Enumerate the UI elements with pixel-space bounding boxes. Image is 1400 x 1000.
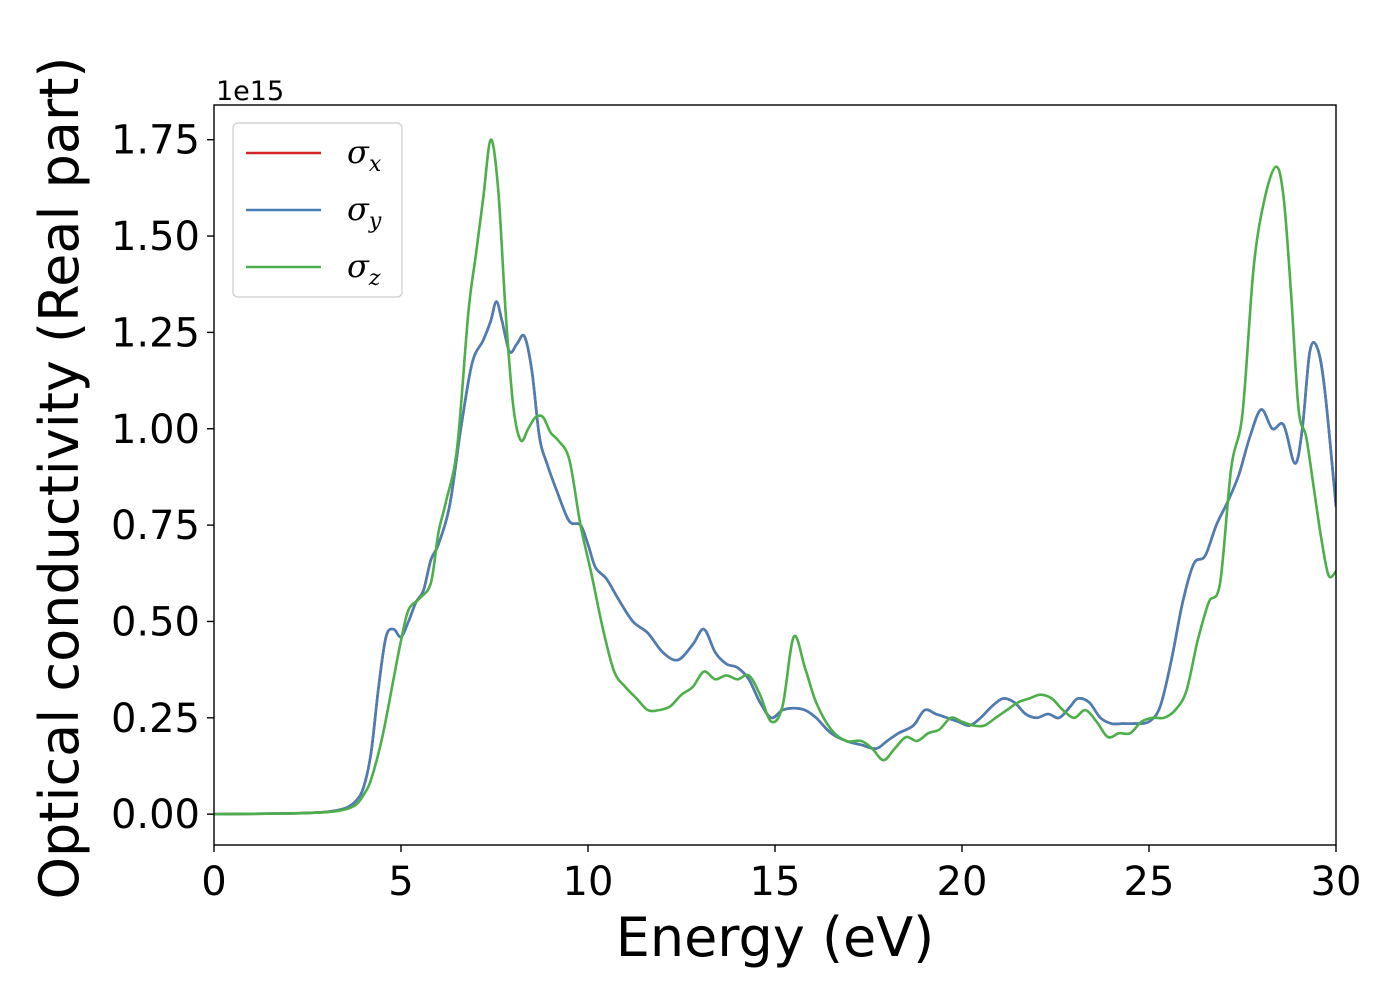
- x-tick-label: 30: [1311, 859, 1362, 905]
- series-line-y: [214, 300, 1336, 816]
- x-tick-label: 10: [563, 859, 614, 905]
- y-tick-label: 0.75: [111, 503, 200, 549]
- legend-label-z: σz: [347, 247, 381, 291]
- y-tick-label: 0.25: [111, 696, 200, 742]
- x-axis-title: Energy (eV): [616, 906, 935, 969]
- series-line-z: [214, 138, 1336, 816]
- x-tick-label: 15: [750, 859, 801, 905]
- y-tick-label: 1.75: [111, 118, 200, 164]
- legend-label-y: σy: [347, 190, 382, 234]
- x-axis: 0 5 10 15 20 25 30: [201, 845, 1361, 905]
- legend: σx σy σz: [232, 122, 403, 298]
- y-tick-label: 1.00: [111, 407, 200, 453]
- x-tick-label: 25: [1124, 859, 1175, 905]
- y-offset-text: 1e15: [216, 76, 284, 107]
- x-tick-label: 0: [201, 859, 226, 905]
- y-tick-label: 0.50: [111, 599, 200, 645]
- y-tick-label: 0.00: [111, 792, 200, 838]
- y-tick-label: 1.25: [111, 310, 200, 356]
- legend-label-x: σx: [347, 133, 382, 177]
- y-axis: 0.00 0.25 0.50 0.75 1.00 1.25 1.50 1.75: [111, 118, 214, 838]
- x-tick-label: 5: [388, 859, 413, 905]
- y-tick-label: 1.50: [111, 214, 200, 260]
- series-layer: [214, 138, 1336, 816]
- y-axis-title: Optical conductivity (Real part): [28, 57, 91, 900]
- x-tick-label: 20: [937, 859, 988, 905]
